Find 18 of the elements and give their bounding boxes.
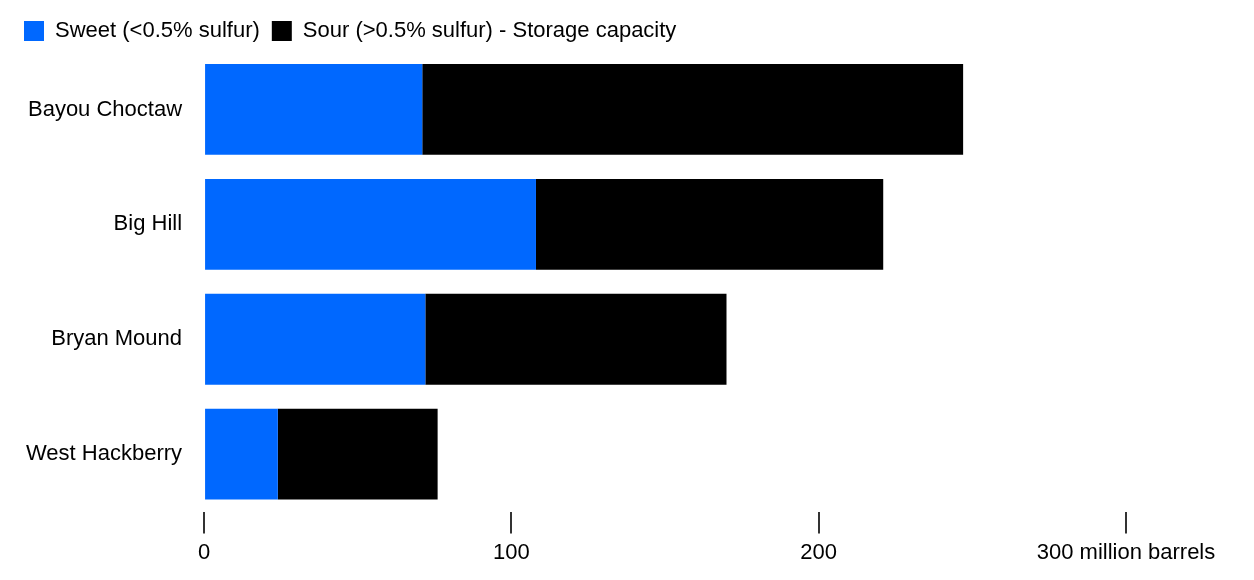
x-tick-label: 0 bbox=[197, 538, 211, 564]
bar bbox=[205, 408, 278, 500]
y-tick-label: Bayou Choctaw bbox=[27, 95, 183, 121]
bar bbox=[205, 178, 536, 270]
x-tick-label: 200 bbox=[800, 538, 838, 564]
bar bbox=[205, 293, 426, 385]
x-tick-label: 300 million barrels bbox=[1036, 538, 1216, 564]
y-tick-label: West Hackberry bbox=[26, 440, 183, 466]
bar bbox=[535, 178, 884, 270]
bar bbox=[425, 293, 727, 385]
bar bbox=[205, 64, 423, 155]
legend-label: Sour (>0.5% sulfur) - Storage capacity bbox=[302, 17, 677, 43]
bar bbox=[422, 64, 964, 155]
x-tick-label: 100 bbox=[493, 538, 530, 564]
legend-label: Sweet (<0.5% sulfur) bbox=[55, 17, 260, 43]
bar bbox=[277, 408, 438, 500]
y-tick-label: Big Hill bbox=[113, 210, 183, 236]
y-tick-label: Bryan Mound bbox=[51, 325, 183, 351]
